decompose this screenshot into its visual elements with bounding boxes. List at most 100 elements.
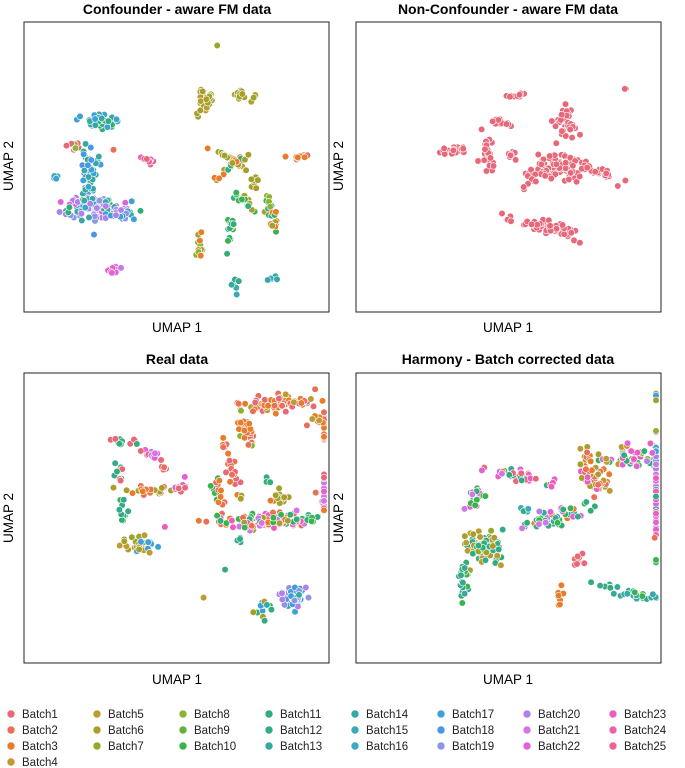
scatter-point [594, 481, 602, 489]
y-axis-label: UMAP 2 [1, 493, 16, 543]
scatter-point [228, 471, 236, 479]
scatter-point [459, 145, 467, 153]
legend-label: Batch8 [194, 709, 230, 721]
scatter-point [115, 440, 123, 448]
scatter-point [301, 153, 309, 161]
scatter-point [261, 396, 269, 404]
scatter-point [226, 457, 234, 465]
legend-item-batch2: Batch2 [6, 725, 58, 737]
legend-label: Batch23 [624, 709, 666, 721]
scatter-point [652, 396, 660, 404]
scatter-point [588, 466, 596, 474]
scatter-point [649, 590, 657, 598]
scatter-point [610, 590, 618, 598]
plot-frame [23, 21, 330, 313]
scatter-point [240, 426, 248, 435]
scatter-point [308, 415, 316, 423]
scatter-point [202, 95, 210, 103]
scatter-point [587, 457, 595, 466]
scatter-point [80, 166, 88, 175]
scatter-point [213, 41, 221, 50]
legend-item-batch23: Batch23 [608, 709, 666, 721]
scatter-point [264, 402, 272, 410]
scatter-point [197, 228, 205, 236]
scatter-point [275, 519, 284, 527]
scatter-point [103, 123, 111, 131]
legend-item-batch25: Batch25 [608, 741, 666, 753]
scatter-point [78, 216, 86, 225]
scatter-point [221, 565, 229, 574]
scatter-point [573, 560, 581, 568]
scatter-point [122, 486, 131, 494]
scatter-point [602, 455, 610, 463]
legend-label: Batch5 [108, 709, 144, 721]
scatter-point [518, 524, 526, 532]
scatter-point [541, 172, 549, 180]
scatter-point [651, 534, 659, 542]
scatter-point [532, 177, 540, 186]
legend-marker [522, 725, 532, 735]
scatter-point [267, 605, 276, 614]
legend-marker [522, 709, 532, 719]
legend-label: Batch4 [22, 757, 58, 768]
scatter-point [460, 505, 469, 513]
scatter-point [490, 534, 498, 542]
scatter-point [275, 395, 283, 403]
scatter-point [91, 115, 99, 123]
scatter-point [548, 117, 556, 125]
legend-item-batch9: Batch9 [178, 725, 230, 737]
scatter-point [235, 400, 243, 408]
scatter-point [542, 518, 550, 527]
scatter-point [248, 522, 256, 530]
scatter-point [482, 548, 490, 557]
scatter-point [293, 515, 301, 524]
scatter-point [537, 160, 545, 168]
scatter-point [633, 449, 642, 457]
scatter-point [527, 166, 535, 174]
scatter-point [266, 478, 274, 486]
scatter-point [278, 402, 286, 410]
legend-marker [178, 709, 188, 719]
scatter-panel-1: Confounder - aware FM data UMAP 1 UMAP 2 [1, 1, 330, 335]
legend-marker [264, 709, 274, 719]
scatter-point [558, 127, 566, 135]
scatter-point [117, 264, 125, 272]
legend-marker [6, 725, 16, 735]
scatter-point [587, 578, 595, 586]
legend-label: Batch17 [452, 709, 494, 721]
scatter-point [558, 110, 566, 119]
scatter-point [199, 87, 207, 95]
scatter-point [295, 591, 303, 599]
scatter-point [250, 93, 258, 102]
legend-item-batch4: Batch4 [6, 757, 58, 768]
scatter-point [252, 184, 260, 192]
x-axis-label: UMAP 1 [483, 672, 533, 687]
scatter-point [195, 517, 203, 525]
scatter-point [269, 514, 278, 522]
scatter-point [557, 581, 566, 589]
scatter-point [290, 398, 298, 406]
legend-item-batch14: Batch14 [350, 709, 409, 721]
scatter-point [459, 578, 467, 587]
scatter-point [449, 146, 458, 154]
scatter-point [474, 157, 482, 165]
scatter-point [576, 239, 584, 247]
scatter-point [241, 523, 249, 532]
scatter-point [273, 275, 281, 283]
scatter-point [558, 221, 567, 229]
legend-item-batch17: Batch17 [436, 709, 494, 721]
scatter-point [582, 465, 590, 473]
legend-label: Batch12 [280, 725, 322, 737]
scatter-point [290, 596, 299, 605]
scatter-point [245, 420, 253, 428]
scatter-point [315, 416, 323, 425]
scatter-point [535, 507, 543, 516]
legend-item-batch6: Batch6 [92, 725, 144, 737]
scatter-point [111, 459, 119, 467]
legend-item-batch5: Batch5 [92, 709, 144, 721]
legend-marker [6, 757, 16, 767]
scatter-point [272, 208, 280, 216]
y-axis-label: UMAP 2 [331, 141, 346, 191]
scatter-point [158, 484, 166, 492]
scatter-point [481, 145, 489, 153]
